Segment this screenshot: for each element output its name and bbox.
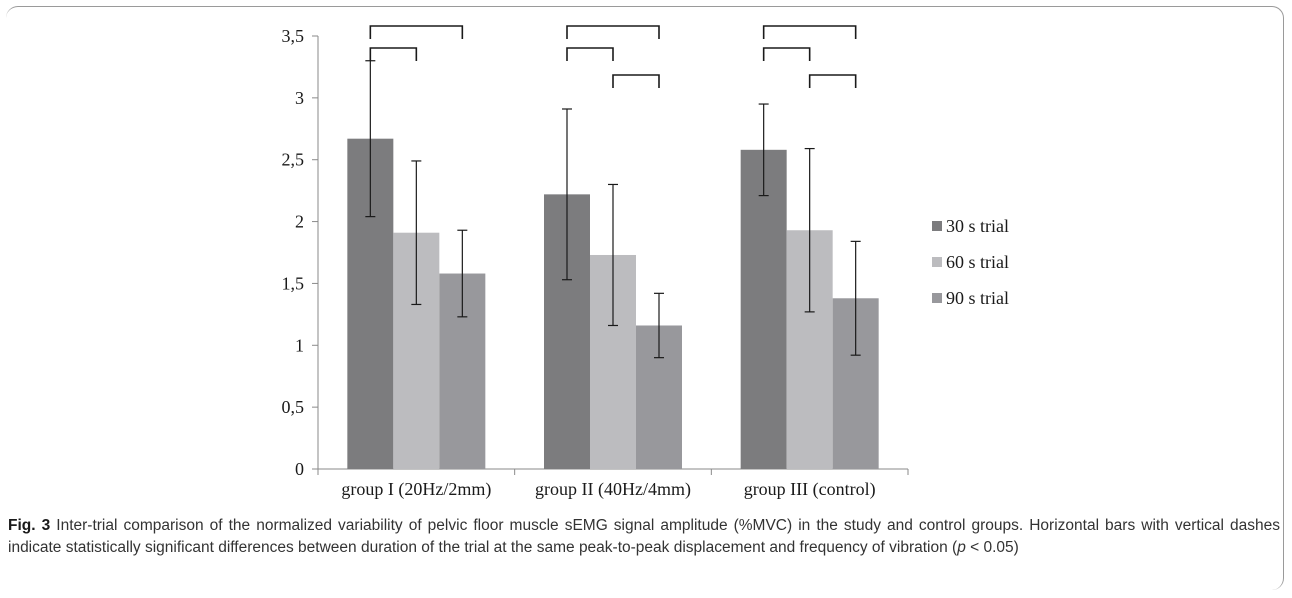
- figure-frame: [6, 6, 1284, 590]
- legend-label: 90 s trial: [946, 288, 1009, 308]
- y-tick-label: 1: [295, 335, 304, 355]
- x-tick-label: group I (20Hz/2mm): [341, 479, 491, 500]
- y-tick-label: 1,5: [282, 273, 305, 293]
- legend-label: 30 s trial: [946, 216, 1009, 236]
- y-tick-label: 2,5: [282, 150, 305, 170]
- chart-axes: 0 0,5 1 1,5 2 2,5 3 3,5 group I (20Hz/2mm) group …: [282, 26, 909, 500]
- significance-bracket: [566, 47, 614, 61]
- legend-swatch: [932, 257, 942, 267]
- figure-caption: Fig. 3 Inter-trial comparison of the nor…: [8, 515, 1280, 559]
- legend-swatch: [932, 293, 942, 303]
- significance-bracket: [369, 25, 464, 39]
- legend-swatch: [932, 221, 942, 231]
- bar: [740, 149, 787, 469]
- significance-bracket: [612, 74, 660, 88]
- significance-bracket: [566, 25, 660, 39]
- significance-brackets: [369, 25, 857, 88]
- error-bars: [365, 60, 861, 359]
- legend: 30 s trial 60 s trial 90 s trial: [932, 216, 1009, 308]
- significance-bracket: [369, 47, 418, 61]
- y-tick-label: 3,5: [282, 26, 305, 46]
- significance-bracket: [762, 25, 857, 39]
- y-tick-label: 2: [295, 212, 304, 232]
- significance-bracket: [762, 47, 811, 61]
- legend-label: 60 s trial: [946, 252, 1009, 272]
- significance-bracket: [808, 74, 857, 88]
- x-tick-label: group II (40Hz/4mm): [535, 479, 691, 500]
- y-tick-label: 0: [295, 459, 304, 479]
- bar-chart: 0 0,5 1 1,5 2 2,5 3 3,5 group I (20Hz/2mm) group …: [282, 25, 1009, 500]
- caption-text: Inter-trial comparison of the normalized…: [8, 517, 1280, 556]
- figure-label: Fig. 3: [8, 517, 51, 534]
- y-tick-label: 0,5: [282, 397, 305, 417]
- y-tick-label: 3: [295, 88, 304, 108]
- caption-text-end: < 0.05): [965, 539, 1019, 556]
- p-value-symbol: p: [957, 539, 966, 556]
- x-tick-label: group III (control): [744, 479, 876, 500]
